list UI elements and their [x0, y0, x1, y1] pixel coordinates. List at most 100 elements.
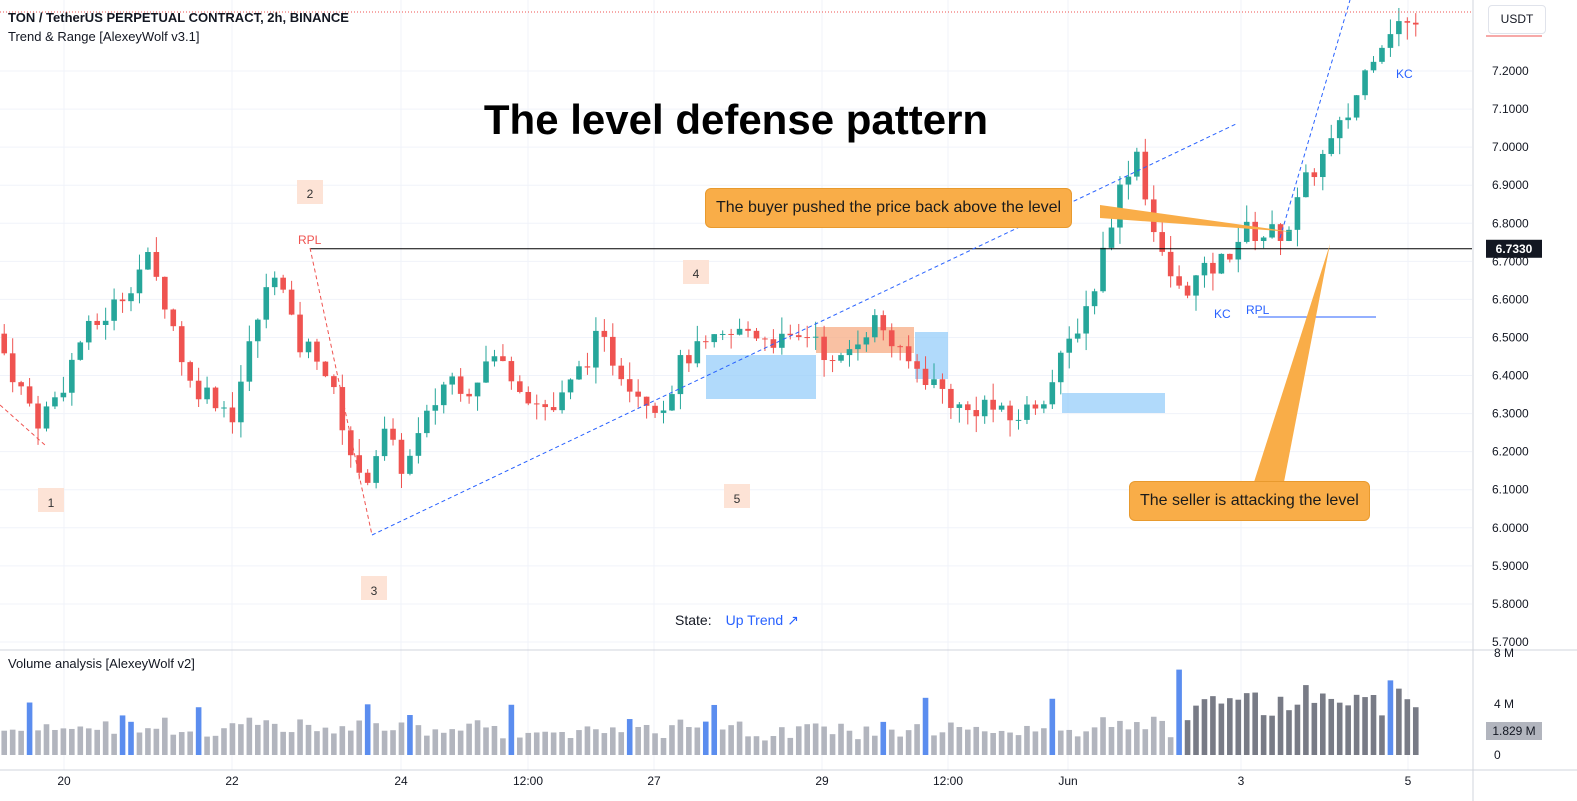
candles	[1, 7, 1419, 489]
volume-bar	[153, 728, 160, 755]
volume-bar	[1142, 729, 1149, 755]
candle	[238, 381, 244, 423]
volume-bar	[145, 728, 151, 755]
volume-bar	[660, 737, 667, 755]
volume-bar	[770, 736, 777, 755]
candle	[1134, 151, 1140, 177]
candle	[753, 330, 760, 339]
candle	[1193, 275, 1199, 296]
pivot-marker-4: 4	[683, 260, 709, 284]
candle	[1, 333, 8, 354]
candle	[500, 356, 506, 362]
candle	[1049, 382, 1056, 405]
volume-bar	[787, 737, 794, 755]
volume-bar	[297, 719, 303, 755]
candle	[187, 362, 193, 381]
grid	[0, 0, 1472, 770]
volume-bar	[440, 732, 447, 755]
candle	[1387, 34, 1394, 48]
candle	[1091, 291, 1098, 307]
candle	[424, 410, 430, 434]
candle	[1184, 285, 1191, 296]
volume-bar	[533, 732, 540, 755]
candle	[52, 397, 58, 407]
volume-bar	[584, 726, 591, 755]
volume-bar	[128, 721, 134, 755]
volume-bar	[466, 723, 472, 755]
volume-bar	[305, 724, 312, 755]
buyer-callout: The buyer pushed the price back above th…	[705, 188, 1073, 228]
x-tick-label: 5	[1405, 774, 1412, 788]
candle	[804, 337, 811, 339]
currency-button[interactable]: USDT	[1488, 5, 1546, 34]
volume-bar	[880, 721, 887, 755]
y-tick-label: 6.5000	[1492, 330, 1529, 344]
volume-bar	[990, 732, 996, 755]
candle	[145, 252, 151, 270]
candle	[1379, 47, 1385, 62]
zones	[706, 327, 1165, 413]
volume-bar	[263, 720, 270, 755]
candle	[1210, 262, 1216, 274]
volume-bar	[753, 736, 760, 755]
candle	[880, 315, 887, 331]
candle	[517, 381, 523, 392]
candle	[576, 366, 582, 380]
volume-bar	[119, 715, 126, 755]
volume-bar	[1387, 680, 1394, 755]
volume-value-tag	[1486, 722, 1542, 740]
volume-bar	[1091, 727, 1098, 755]
volume-bar	[1362, 697, 1368, 755]
candle	[550, 407, 557, 411]
candle	[1277, 224, 1284, 241]
volume-bar	[559, 731, 565, 755]
candle	[1117, 184, 1123, 228]
candle	[1142, 151, 1149, 200]
volume-bar	[1269, 715, 1275, 755]
candle	[474, 382, 481, 397]
candle	[1294, 197, 1301, 230]
volume-bar	[457, 730, 464, 755]
volume-bar	[424, 735, 430, 755]
candle	[85, 320, 92, 343]
candle	[432, 405, 439, 411]
candle	[381, 428, 388, 457]
y-tick-label: 6.6000	[1492, 292, 1529, 306]
volume-bar	[432, 729, 439, 755]
volume-bar	[728, 725, 734, 755]
volume-bar	[821, 726, 827, 755]
volume-bar	[635, 726, 641, 755]
state-label: State:	[675, 612, 712, 628]
candle	[331, 376, 337, 388]
volume-bar	[609, 727, 616, 755]
candle	[491, 356, 498, 362]
volume-bar	[69, 728, 75, 755]
candle	[9, 353, 16, 383]
volume-bar	[331, 733, 337, 755]
candle	[373, 456, 379, 483]
candle	[1218, 253, 1225, 274]
volume-bar	[364, 704, 371, 755]
candle	[398, 439, 405, 474]
volume-bar	[162, 717, 168, 755]
candle	[533, 403, 540, 405]
volume-bar	[914, 724, 920, 755]
volume-bar	[939, 732, 946, 755]
kc-label: KC	[1214, 307, 1231, 321]
volume-bar	[905, 730, 912, 755]
candle	[1412, 22, 1419, 25]
range-zone	[706, 355, 816, 399]
pivot-marker-2: 2	[297, 180, 323, 204]
candle	[601, 330, 608, 337]
candle	[1328, 138, 1335, 154]
volume-bar	[525, 732, 532, 755]
volume-bar	[1396, 688, 1402, 755]
volume-bar	[1243, 693, 1250, 755]
candle	[322, 361, 329, 377]
candle	[339, 387, 346, 431]
candle	[787, 333, 794, 336]
candle	[221, 407, 227, 409]
volume-bar	[1210, 696, 1216, 755]
candle	[1227, 253, 1233, 260]
